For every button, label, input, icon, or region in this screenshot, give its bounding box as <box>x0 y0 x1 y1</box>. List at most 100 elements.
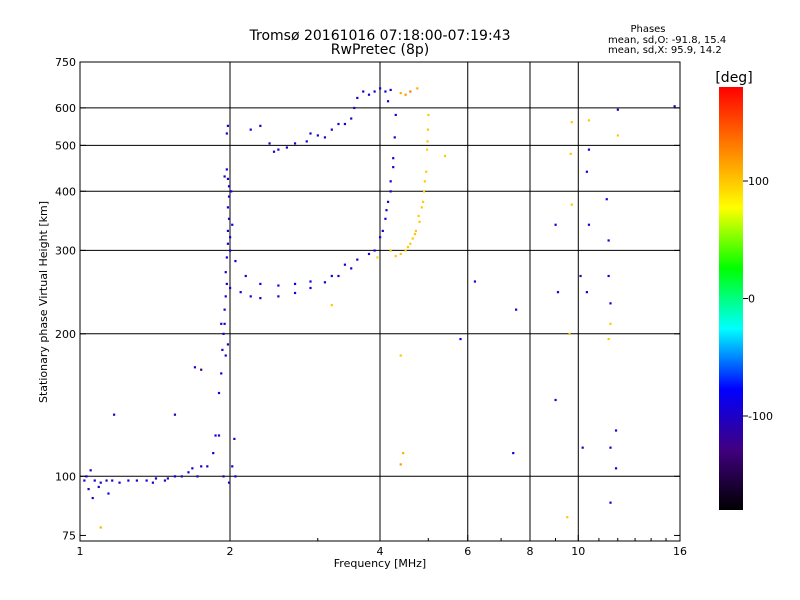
echo-point <box>343 122 347 126</box>
echo-point <box>356 258 359 261</box>
x-axis-label: Frequency [MHz] <box>334 557 426 570</box>
echo-point <box>389 190 392 193</box>
echo-point <box>227 217 231 220</box>
echo-point <box>226 206 230 209</box>
echo-point <box>393 136 396 139</box>
echo-point <box>386 200 390 203</box>
echo-point <box>609 501 612 504</box>
echo-point <box>173 413 177 416</box>
colorbar-label: [deg] <box>715 70 752 86</box>
echo-point <box>394 254 397 258</box>
echo-point <box>244 274 247 278</box>
echo-point <box>427 113 430 117</box>
echo-point <box>356 96 359 100</box>
echo-point <box>200 465 203 468</box>
echo-point <box>330 274 333 278</box>
echo-point <box>587 148 591 151</box>
scatter-points <box>83 87 676 529</box>
echo-point <box>367 93 371 96</box>
echo-point <box>394 113 397 117</box>
echo-point <box>93 479 96 482</box>
echo-point <box>585 291 588 294</box>
echo-point <box>399 463 402 466</box>
echo-point <box>200 368 203 371</box>
y-tick-label: 300 <box>55 244 76 257</box>
colorbar-tick-label: 100 <box>748 175 769 188</box>
echo-point <box>443 154 447 158</box>
echo-point <box>163 479 167 482</box>
echo-point <box>151 481 155 484</box>
echo-point <box>225 168 228 171</box>
echo-point <box>220 372 223 375</box>
echo-point <box>425 170 428 173</box>
echo-point <box>212 451 215 455</box>
axes: 1 2 4 6 8 10 16 75 100 200 300 400 500 600 750 <box>55 56 687 558</box>
echo-point <box>226 343 230 346</box>
echo-point <box>399 354 402 357</box>
echo-point <box>107 492 110 495</box>
echo-point <box>229 249 232 252</box>
echo-point <box>569 152 572 155</box>
echo-point <box>277 284 280 287</box>
x-tick-label: 8 <box>527 545 534 558</box>
echo-point <box>379 87 382 90</box>
echo-point <box>399 252 402 256</box>
echo-point <box>85 475 88 478</box>
echo-point <box>386 100 390 103</box>
echo-point <box>105 479 108 482</box>
echo-point <box>99 526 102 529</box>
echo-point <box>413 232 417 236</box>
echo-point <box>587 223 591 226</box>
y-tick-label: 100 <box>55 470 76 483</box>
echo-point <box>614 467 618 470</box>
echo-point <box>554 223 557 226</box>
y-axis-label: Stationary phase Virtual Height [km] <box>37 201 50 403</box>
echo-point <box>224 271 227 274</box>
echo-point <box>350 267 353 270</box>
echo-point <box>426 128 430 131</box>
echo-point <box>223 322 226 325</box>
echo-point <box>392 157 395 160</box>
phases-line-o: mean, sd,O: -91.8, 15.4 <box>608 35 726 46</box>
echo-point <box>566 516 569 519</box>
echo-point <box>259 124 262 127</box>
y-tick-label: 400 <box>55 185 76 198</box>
echo-point <box>616 108 619 111</box>
echo-point <box>418 220 421 223</box>
echo-point <box>343 263 347 266</box>
phases-line-x: mean, sd,X: 95.9, 14.2 <box>608 45 722 56</box>
echo-point <box>272 150 276 153</box>
echo-point <box>607 274 610 278</box>
echo-point <box>221 348 224 352</box>
echo-point <box>99 481 102 484</box>
echo-point <box>225 282 228 286</box>
echo-point <box>473 280 477 283</box>
echo-point <box>616 134 619 137</box>
echo-point <box>217 434 221 437</box>
x-tick-label: 1 <box>77 545 84 558</box>
echo-point <box>223 308 226 311</box>
echo-point <box>234 475 237 478</box>
echo-point <box>249 128 252 131</box>
echo-point <box>223 175 226 178</box>
y-tick-label: 75 <box>62 529 76 542</box>
echo-point <box>222 332 225 335</box>
echo-point <box>409 90 412 93</box>
echo-point <box>166 477 169 480</box>
echo-point <box>225 132 228 135</box>
echo-point <box>285 146 288 149</box>
echo-point <box>97 485 100 489</box>
chart-title: Tromsø 20161016 07:18:00-07:19:43 <box>249 28 511 44</box>
x-tick-label: 2 <box>227 545 234 558</box>
echo-point <box>416 87 419 90</box>
echo-point <box>417 214 420 217</box>
echo-point <box>376 256 379 259</box>
echo-point <box>214 434 217 437</box>
echo-point <box>422 200 425 203</box>
echo-point <box>420 206 423 209</box>
echo-point <box>579 274 582 278</box>
echo-point <box>425 148 429 151</box>
echo-point <box>227 185 231 188</box>
echo-point <box>404 93 407 96</box>
